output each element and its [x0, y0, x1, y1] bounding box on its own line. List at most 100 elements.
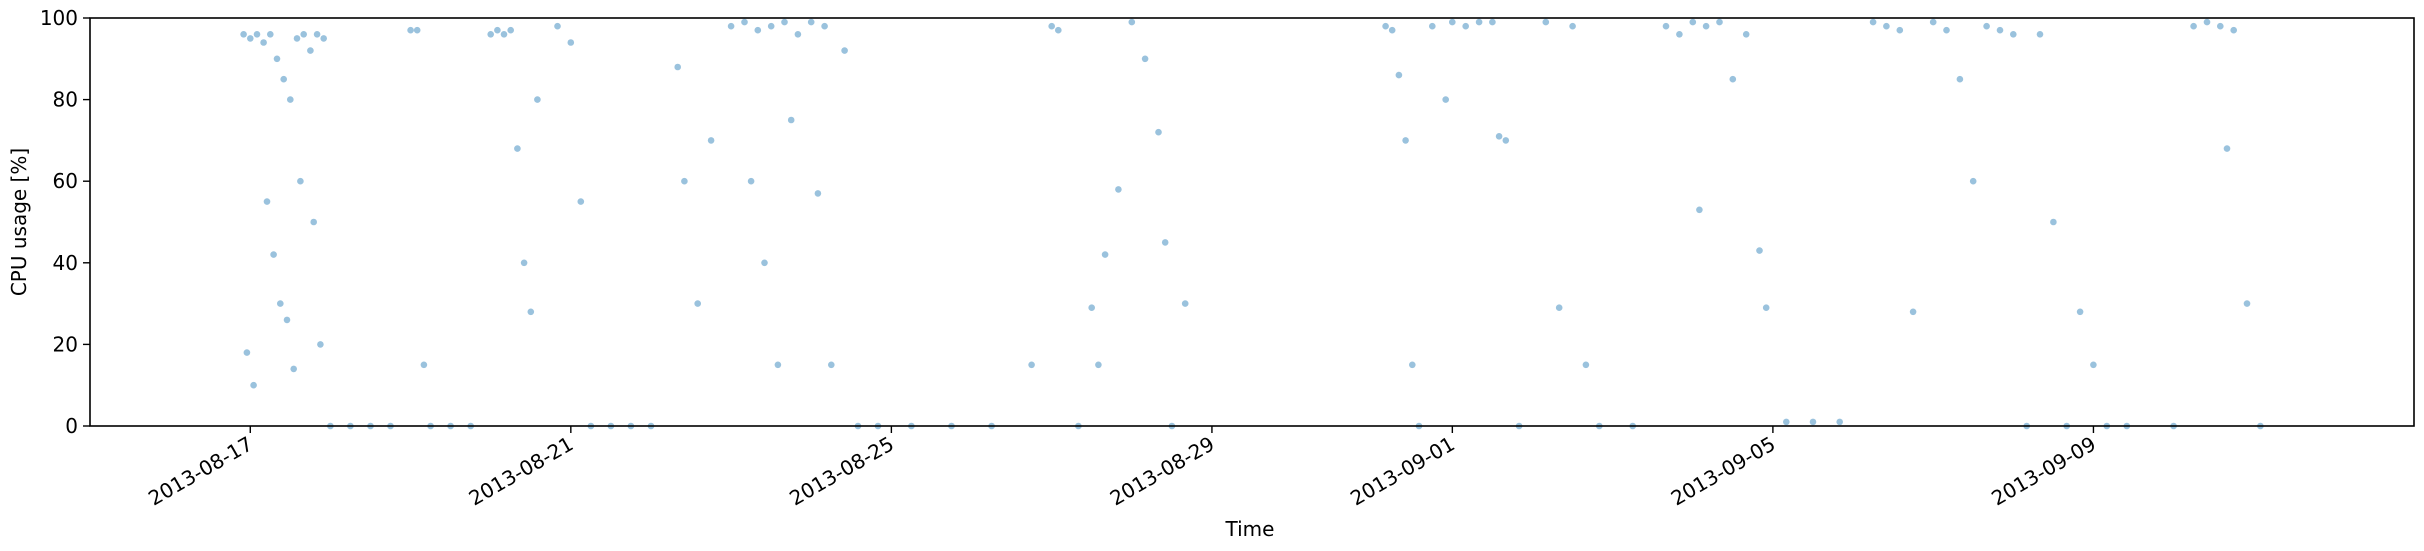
data-point: [2230, 26, 2237, 34]
data-point: [1395, 71, 1403, 79]
data-point: [567, 39, 575, 46]
data-point: [1449, 18, 1456, 26]
data-point: [707, 137, 715, 144]
data-point: [253, 31, 261, 38]
data-point: [1729, 75, 1737, 83]
data-point: [1582, 361, 1590, 369]
data-point: [283, 316, 291, 324]
data-point: [527, 308, 535, 316]
data-point: [1101, 251, 1109, 258]
data-point: [747, 177, 755, 185]
data-points: [240, 18, 2264, 430]
y-tick-label: 80: [53, 88, 78, 112]
data-point: [1128, 18, 1136, 26]
data-point: [1402, 137, 1409, 144]
data-point: [1095, 361, 1102, 369]
data-point: [420, 361, 428, 369]
data-point: [263, 198, 271, 205]
data-point: [534, 96, 541, 103]
data-point: [1956, 75, 1964, 83]
data-point: [1489, 18, 1496, 26]
data-point: [300, 31, 308, 38]
data-point: [1983, 22, 1990, 30]
data-point: [1409, 361, 1416, 369]
data-point: [1929, 18, 1937, 26]
data-point: [694, 300, 701, 307]
data-point: [273, 55, 281, 63]
data-point: [2223, 145, 2231, 152]
data-point: [1883, 22, 1890, 30]
y-tick-label: 100: [40, 6, 78, 30]
data-point: [1161, 239, 1169, 246]
data-point: [794, 31, 802, 38]
data-point: [1762, 304, 1770, 312]
y-axis-title: CPU usage [%]: [7, 148, 31, 296]
data-point: [2203, 18, 2211, 26]
data-point: [1555, 304, 1563, 312]
data-point: [1028, 361, 1035, 369]
data-point: [727, 22, 735, 30]
data-point: [1502, 137, 1510, 144]
data-point: [807, 18, 815, 26]
data-point: [1495, 133, 1503, 140]
data-point: [287, 96, 294, 103]
data-point: [2050, 218, 2057, 226]
data-point: [1048, 22, 1055, 30]
x-axis-title: Time: [1225, 517, 1275, 541]
data-point: [1909, 308, 1917, 316]
data-point: [774, 361, 782, 369]
data-point: [1181, 300, 1189, 307]
data-point: [1996, 26, 2004, 34]
data-point: [2010, 31, 2017, 38]
data-point: [293, 35, 301, 42]
data-point: [1055, 26, 1062, 34]
data-point: [1702, 22, 1710, 30]
data-point: [1716, 18, 1723, 26]
data-point: [1836, 418, 1843, 426]
data-point: [754, 26, 762, 34]
data-point: [320, 35, 328, 42]
data-point: [2243, 300, 2251, 307]
data-point: [787, 116, 795, 124]
data-point: [1783, 418, 1790, 426]
data-point: [407, 26, 414, 34]
data-point: [814, 190, 822, 197]
data-point: [577, 198, 585, 205]
data-point: [1141, 55, 1149, 63]
data-point: [828, 361, 835, 369]
data-point: [247, 35, 254, 42]
data-point: [270, 251, 277, 258]
data-point: [1115, 186, 1122, 193]
data-point: [1388, 26, 1396, 34]
data-point: [1809, 418, 1817, 426]
data-point: [277, 300, 284, 307]
y-tick-label: 0: [65, 414, 78, 438]
data-point: [781, 18, 788, 26]
data-point: [2076, 308, 2084, 316]
data-point: [1429, 22, 1436, 30]
data-point: [1569, 22, 1576, 30]
data-point: [1896, 26, 1904, 34]
data-point: [243, 349, 251, 356]
y-tick-label: 40: [53, 251, 78, 275]
data-point: [307, 47, 314, 54]
data-point: [741, 18, 748, 26]
data-point: [1442, 96, 1449, 103]
data-point: [2090, 361, 2097, 369]
data-point: [297, 177, 304, 185]
data-point: [520, 259, 528, 267]
data-point: [2190, 22, 2197, 30]
data-point: [1662, 22, 1670, 30]
data-point: [310, 218, 318, 226]
data-point: [1756, 247, 1763, 254]
data-point: [317, 341, 324, 348]
data-point: [1969, 177, 1977, 185]
data-point: [1943, 26, 1950, 34]
data-point: [761, 259, 768, 267]
data-point: [500, 31, 508, 38]
data-point: [280, 75, 288, 83]
data-point: [2217, 22, 2224, 30]
data-point: [1696, 206, 1703, 214]
